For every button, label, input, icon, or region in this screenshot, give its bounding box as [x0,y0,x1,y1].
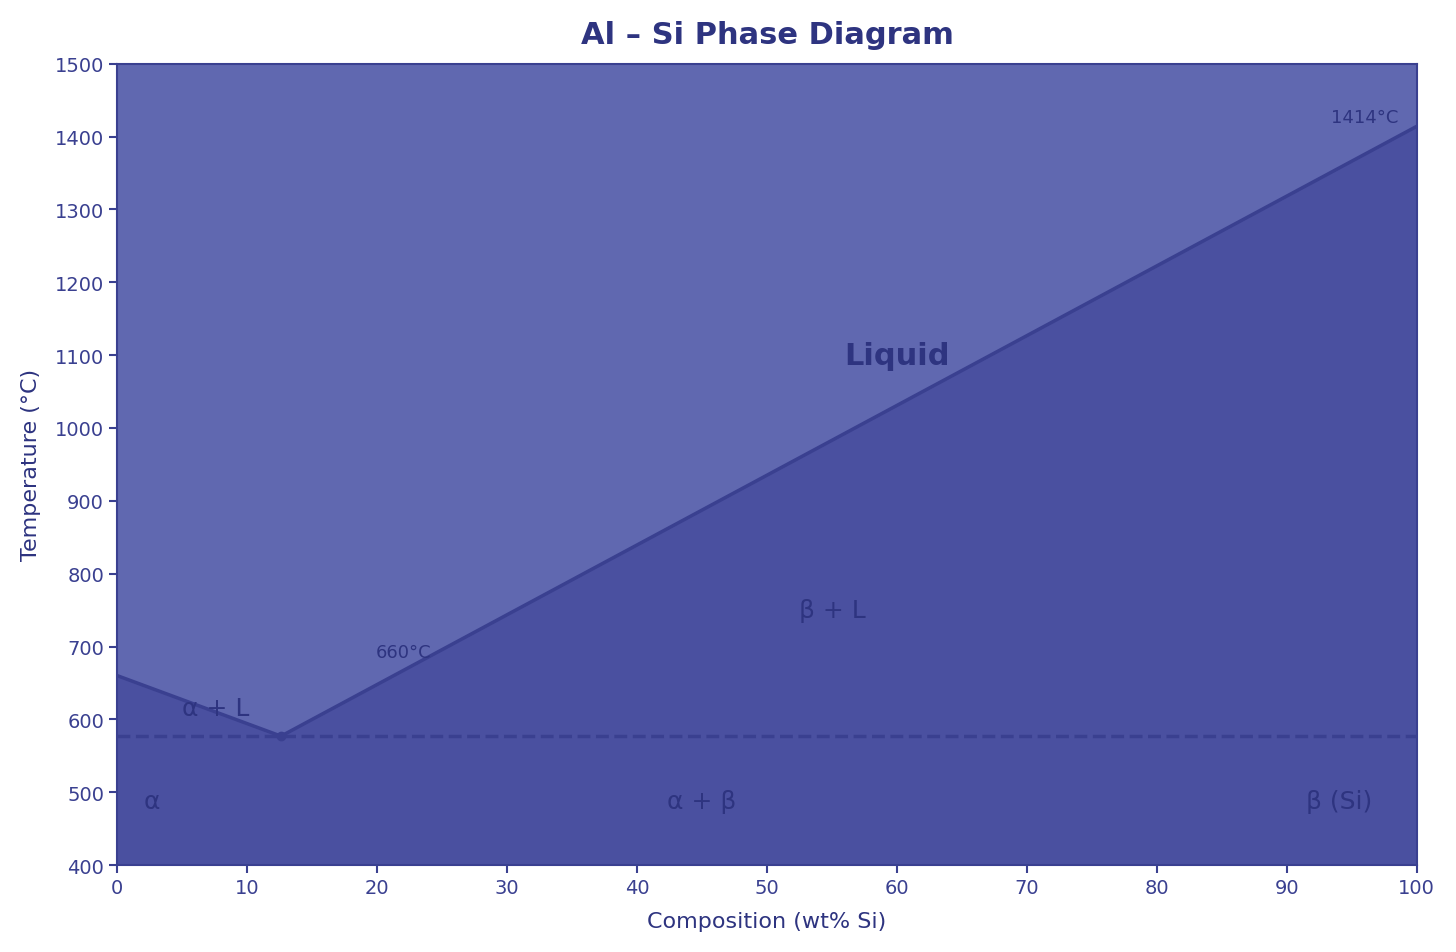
Y-axis label: Temperature (°C): Temperature (°C) [20,369,41,561]
Polygon shape [281,128,1417,736]
X-axis label: Composition (wt% Si): Composition (wt% Si) [648,911,887,931]
Text: α: α [143,789,160,813]
Text: β + L: β + L [798,599,865,623]
Text: Liquid: Liquid [844,341,949,370]
Text: 1414°C: 1414°C [1331,109,1398,128]
Text: α + L: α + L [182,697,249,721]
Text: α + β: α + β [667,789,737,813]
Polygon shape [118,736,1417,865]
Polygon shape [118,676,281,736]
Text: 660°C: 660°C [376,644,431,662]
Text: β (Si): β (Si) [1306,789,1372,813]
Title: Al – Si Phase Diagram: Al – Si Phase Diagram [581,21,954,50]
